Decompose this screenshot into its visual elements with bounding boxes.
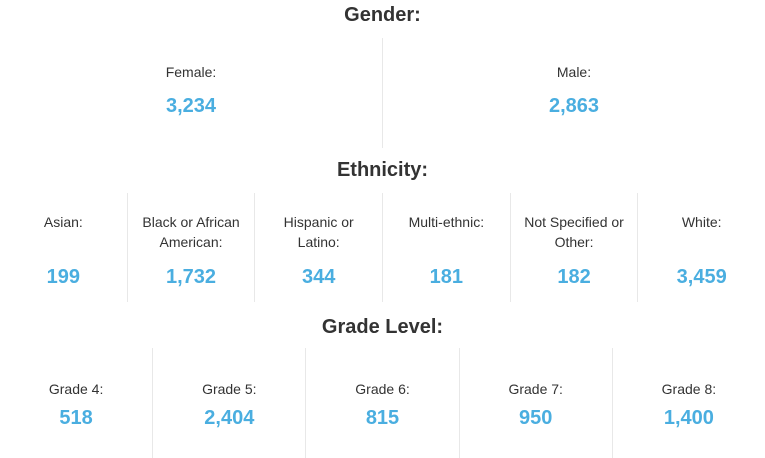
stat-value: 2,404 [204,407,255,429]
stat-value: 1,732 [165,266,217,288]
stat-item: Black or African American: 1,732 [126,193,255,302]
stat-value: 181 [429,266,464,288]
stat-item: Grade 7: 950 [458,348,612,458]
stat-label: Grade 8: [661,381,717,397]
stat-label: Female: [165,64,217,80]
stat-item: Grade 8: 1,400 [611,348,765,458]
stat-value: 950 [519,407,553,429]
stat-label: Grade 5: [202,381,257,397]
stat-value: 3,459 [676,266,727,288]
stat-row: Grade 4: 518 Grade 5: 2,404 Grade 6: 815 Grade… [0,348,765,458]
stat-item: Asian: 199 [0,193,127,302]
stat-item: Not Specified or Other: 182 [509,193,638,302]
stat-item: Hispanic or Latino: 344 [254,193,382,302]
stat-label: Black or African American: [142,214,240,250]
stat-value: 1,400 [663,407,714,429]
stat-label: Grade 4: [48,381,104,397]
stat-label: Male: [556,64,592,80]
stat-value: 182 [557,266,591,288]
stat-value: 344 [301,266,336,288]
section-title: Gender: [344,4,421,26]
stat-value: 3,234 [165,95,217,117]
stat-item: Male: 2,863 [382,38,765,148]
stat-item: Grade 4: 518 [0,348,152,458]
stat-label: Grade 6: [355,381,410,397]
stat-label: Not Specified or Other: [524,214,624,250]
stat-value: 518 [59,407,93,429]
stat-label: Hispanic or Latino: [283,214,354,250]
stat-label: Grade 7: [508,381,563,397]
section-title: Grade Level: [321,316,444,338]
stat-value: 815 [365,407,400,429]
stat-label: White: [681,214,722,230]
stat-item: Female: 3,234 [0,38,382,148]
stat-row: Asian: 199 Black or African American: 1,732… [0,193,765,302]
stat-item: Multi-ethnic: 181 [382,193,510,302]
stat-item: Grade 6: 815 [305,348,458,458]
stat-value: 199 [46,266,81,288]
stat-label: Asian: [43,214,83,230]
stat-row: Female: 3,234 Male: 2,863 [0,38,765,148]
stat-item: White: 3,459 [637,193,765,302]
section-title: Ethnicity: [336,159,429,181]
stat-label: Multi-ethnic: [408,214,485,230]
stat-value: 2,863 [548,95,600,117]
stat-item: Grade 5: 2,404 [152,348,305,458]
